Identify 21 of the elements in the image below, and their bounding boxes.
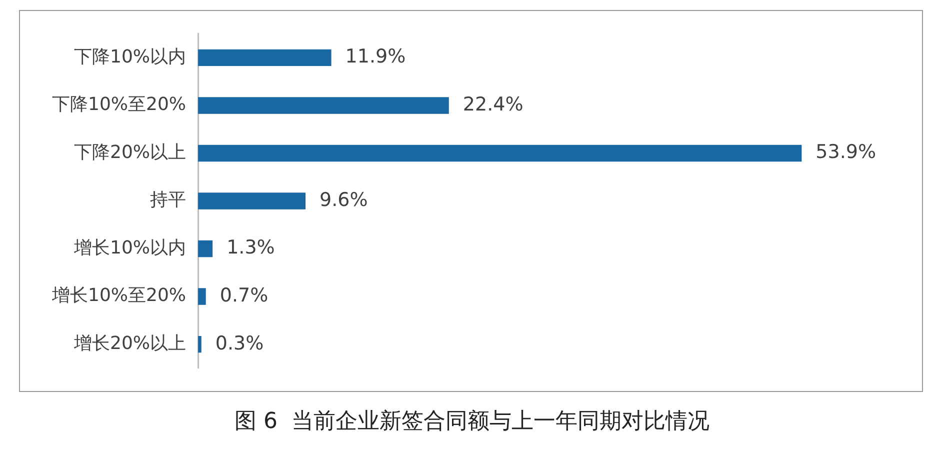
data-label: 0.3%	[215, 332, 264, 354]
y-tick-label: 增长20%以上	[73, 332, 186, 354]
y-tick-label: 增长10%以内	[73, 237, 186, 258]
data-label: 22.4%	[462, 93, 524, 116]
y-tick-label: 下降20%以上	[74, 142, 186, 163]
data-label: 9.6%	[320, 188, 368, 211]
y-tick-label: 持平	[150, 190, 186, 211]
bar	[198, 144, 802, 162]
y-tick-label: 下降10%以内	[74, 46, 186, 68]
y-tick-label: 增长10%至20%	[51, 285, 186, 306]
bar	[198, 192, 306, 210]
bar	[198, 288, 206, 305]
data-label: 0.7%	[220, 284, 268, 306]
y-tick-label: 下降10%至20%	[52, 94, 186, 116]
data-label: 1.3%	[226, 236, 275, 259]
bar	[198, 49, 332, 66]
data-label: 53.9%	[816, 141, 876, 164]
data-label: 11.9%	[345, 46, 406, 68]
text: 图 6 当前企业新签合同额与上一年同期对比情况	[234, 408, 710, 436]
bar	[198, 240, 213, 258]
bar	[198, 97, 449, 114]
